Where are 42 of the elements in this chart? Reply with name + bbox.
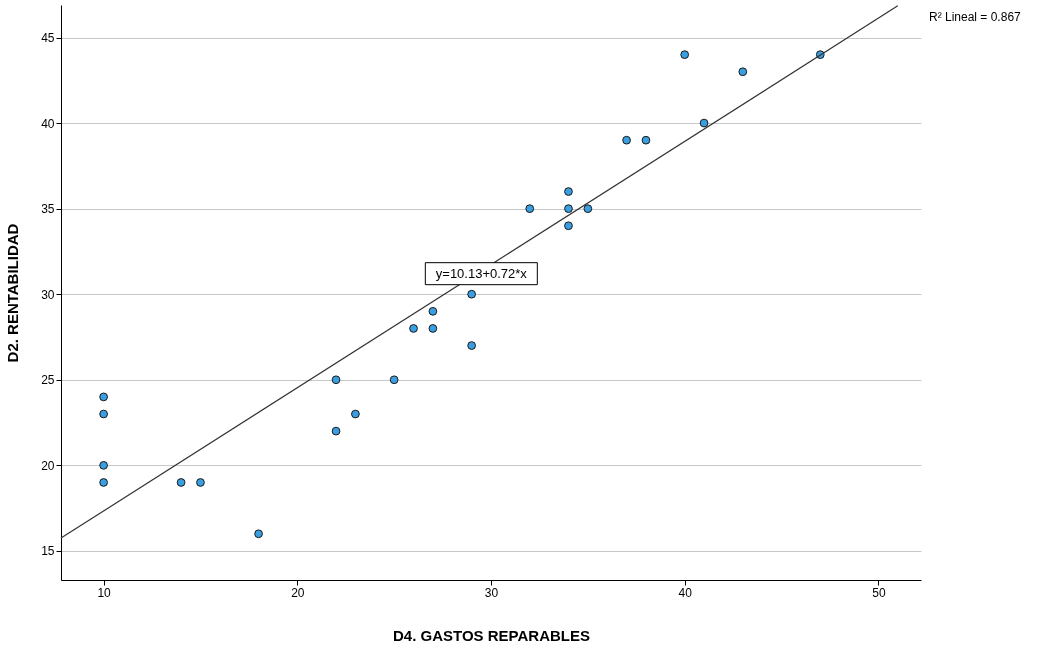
y-tick-label: 45 bbox=[41, 31, 55, 46]
y-tick-label: 25 bbox=[41, 373, 55, 388]
y-tick-label: 35 bbox=[41, 202, 55, 217]
point bbox=[389, 375, 399, 385]
y-axis-title: D2. RENTABILIDAD bbox=[4, 223, 22, 363]
point bbox=[99, 392, 108, 402]
point bbox=[467, 341, 476, 350]
x-axis-title: D4. GASTOS REPARABLES bbox=[393, 626, 590, 644]
point bbox=[738, 67, 748, 77]
x-tick-label: 20 bbox=[291, 585, 305, 600]
point bbox=[428, 324, 438, 333]
point bbox=[99, 478, 108, 487]
x-tick-label: 30 bbox=[484, 585, 499, 600]
x-tick-label: 50 bbox=[872, 585, 886, 600]
point bbox=[525, 204, 535, 214]
point bbox=[699, 118, 709, 128]
point bbox=[99, 409, 108, 419]
point bbox=[331, 426, 341, 436]
point bbox=[680, 50, 690, 59]
point bbox=[622, 135, 631, 145]
y-tick-label: 40 bbox=[41, 116, 55, 131]
y-tick-label: 30 bbox=[41, 287, 55, 302]
point bbox=[564, 187, 573, 196]
point bbox=[428, 306, 438, 316]
point bbox=[196, 478, 205, 487]
y-tick-label: 15 bbox=[41, 544, 55, 559]
point bbox=[641, 135, 651, 145]
point bbox=[99, 460, 108, 470]
annotation: y=10.13+0.72*x bbox=[435, 265, 528, 281]
point bbox=[351, 409, 360, 419]
x-tick-label: 40 bbox=[678, 585, 693, 600]
point bbox=[331, 375, 341, 385]
point bbox=[176, 478, 186, 487]
point bbox=[467, 289, 476, 299]
point bbox=[254, 529, 263, 539]
y-tick-label: 20 bbox=[41, 458, 55, 473]
point bbox=[583, 204, 593, 214]
point bbox=[409, 324, 418, 333]
point bbox=[564, 204, 573, 214]
point bbox=[564, 221, 573, 231]
x-tick-label: 10 bbox=[97, 585, 112, 600]
text: R² Lineal = 0.867 bbox=[929, 10, 1022, 24]
